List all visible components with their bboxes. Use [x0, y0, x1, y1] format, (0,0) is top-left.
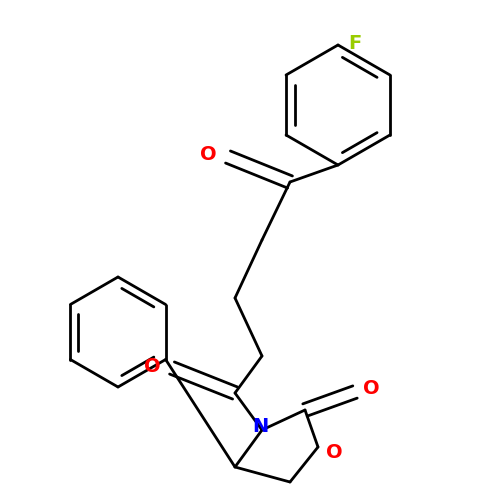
Text: O: O — [326, 442, 342, 462]
Text: O: O — [200, 146, 217, 165]
Text: O: O — [144, 356, 161, 376]
Text: N: N — [252, 418, 268, 436]
Text: F: F — [348, 34, 361, 52]
Text: O: O — [363, 380, 380, 398]
